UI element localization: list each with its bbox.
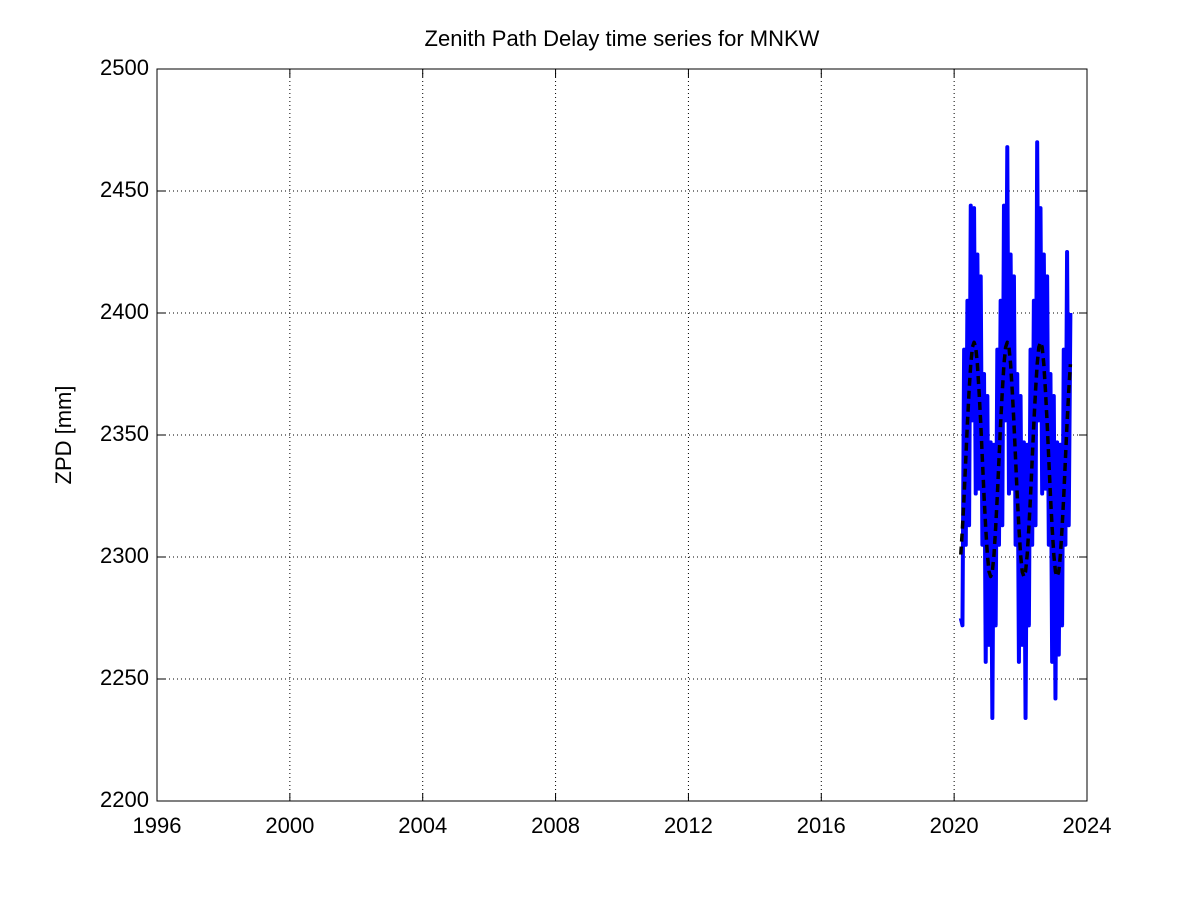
x-tick-label: 2008 [531,813,580,838]
y-axis-label: ZPD [mm] [51,386,76,485]
x-tick-label: 2000 [265,813,314,838]
series-line [959,340,1073,579]
x-tick-label: 2024 [1063,813,1112,838]
x-tick-label: 1996 [133,813,182,838]
y-tick-label: 2450 [100,177,149,202]
x-tick-label: 2004 [398,813,447,838]
y-tick-label: 2200 [100,787,149,812]
y-tick-label: 2500 [100,55,149,80]
x-tick-label: 2020 [930,813,979,838]
plot-frame [156,68,1088,802]
y-tick-label: 2400 [100,299,149,324]
x-tick-label: 2016 [797,813,846,838]
x-tick-label: 2012 [664,813,713,838]
chart-title: Zenith Path Delay time series for MNKW [425,26,820,51]
y-tick-label: 2300 [100,543,149,568]
series-line [958,140,1073,721]
y-tick-label: 2350 [100,421,149,446]
y-tick-label: 2250 [100,665,149,690]
